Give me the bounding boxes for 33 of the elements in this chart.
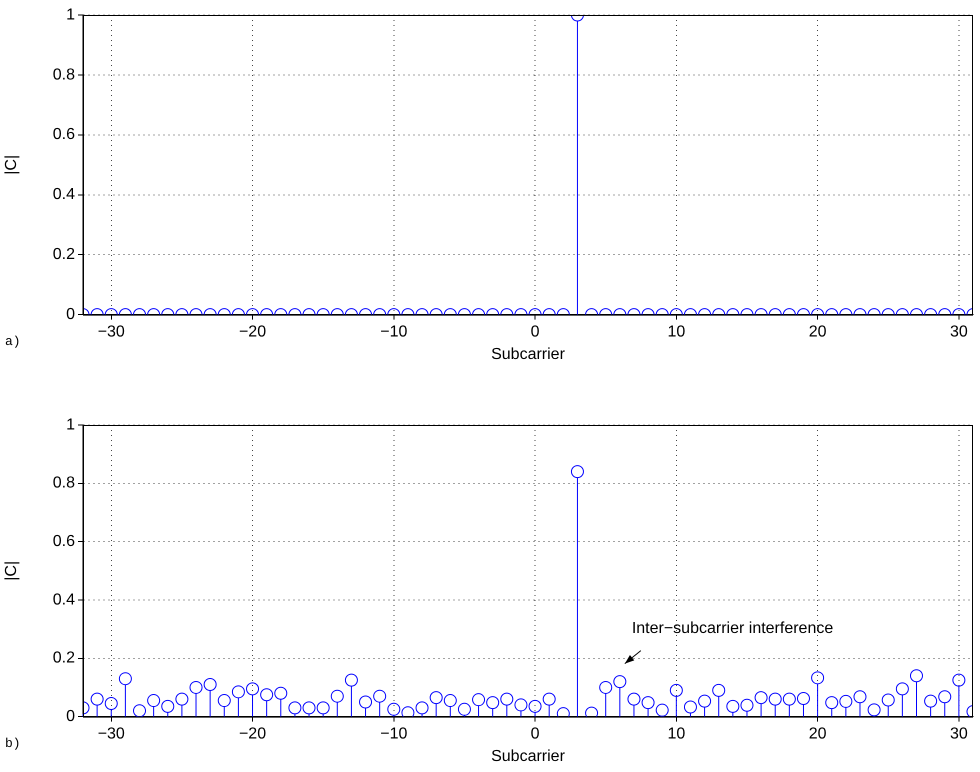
- y-tick-label: 0.8: [52, 66, 76, 84]
- x-axis-title: Subcarrier: [491, 346, 566, 363]
- y-tick-label: 0: [66, 708, 76, 726]
- x-tick-label: 0: [530, 324, 540, 341]
- y-tick-label: 0.4: [52, 591, 76, 608]
- x-tick-label: 0: [530, 726, 540, 743]
- text: b): [5, 736, 21, 752]
- x-tick-label: −20: [238, 726, 266, 743]
- x-tick-label: 30: [950, 726, 968, 743]
- y-tick-label: 1: [66, 416, 76, 434]
- annotation: Inter−subcarrier interference: [632, 620, 834, 638]
- y-tick-label: 0.6: [52, 533, 76, 550]
- x-tick-label: 30: [950, 324, 968, 341]
- x-tick-label: −30: [98, 726, 125, 743]
- y-tick-label: 1: [66, 6, 76, 24]
- y-axis-title: |C|: [3, 154, 20, 175]
- x-tick-label: −30: [98, 324, 125, 341]
- x-axis-title: Subcarrier: [491, 748, 566, 765]
- x-tick-label: 10: [667, 324, 686, 341]
- y-tick-label: 0.4: [52, 186, 76, 204]
- x-tick-label: 20: [808, 324, 827, 341]
- x-tick-label: −10: [380, 324, 408, 341]
- text: a): [5, 334, 21, 350]
- y-tick-label: 0.8: [52, 474, 76, 492]
- x-tick-label: 20: [808, 726, 827, 743]
- y-axis-title: |C|: [3, 560, 20, 581]
- y-tick-label: 0.2: [52, 246, 76, 264]
- y-tick-label: 0.2: [52, 650, 76, 667]
- y-tick-label: 0.6: [52, 126, 76, 144]
- x-tick-label: −20: [238, 324, 266, 341]
- x-tick-label: −10: [380, 726, 408, 743]
- x-tick-label: 10: [667, 726, 686, 743]
- y-tick-label: 0: [66, 306, 76, 324]
